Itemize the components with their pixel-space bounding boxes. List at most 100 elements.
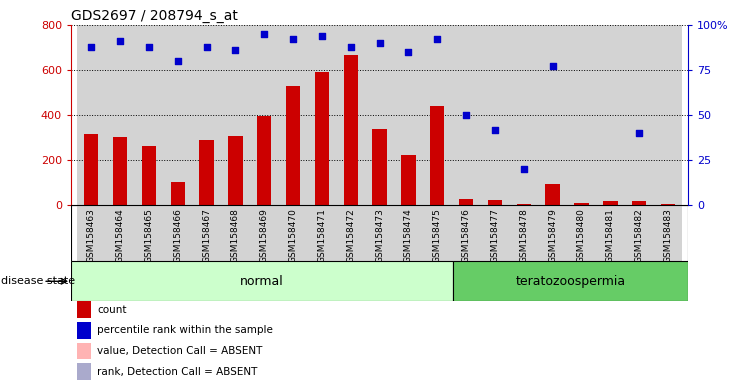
Bar: [307, 205, 337, 261]
Bar: [596, 25, 625, 205]
Bar: [71, 261, 453, 301]
Bar: [105, 205, 135, 261]
Text: GSM158465: GSM158465: [144, 208, 153, 263]
Bar: [250, 205, 279, 261]
Bar: [452, 25, 480, 205]
Bar: [423, 25, 452, 205]
Point: [316, 33, 328, 39]
Bar: [365, 25, 394, 205]
Bar: [394, 25, 423, 205]
Bar: [459, 199, 473, 205]
Point: [143, 43, 155, 50]
Text: GSM158480: GSM158480: [577, 208, 586, 263]
Text: GSM158463: GSM158463: [87, 208, 96, 263]
Text: normal: normal: [240, 275, 284, 288]
Text: count: count: [97, 305, 126, 315]
Point: [547, 63, 559, 70]
Bar: [488, 200, 502, 205]
Point: [172, 58, 184, 64]
Bar: [654, 25, 682, 205]
Text: GSM158483: GSM158483: [663, 208, 672, 263]
Bar: [365, 205, 394, 261]
Bar: [250, 25, 279, 205]
Bar: [171, 182, 185, 205]
Bar: [625, 205, 654, 261]
Text: GSM158468: GSM158468: [231, 208, 240, 263]
Point: [518, 166, 530, 172]
Text: GSM158476: GSM158476: [462, 208, 470, 263]
Text: rank, Detection Call = ABSENT: rank, Detection Call = ABSENT: [97, 367, 257, 377]
Bar: [632, 201, 646, 205]
Bar: [660, 204, 675, 205]
Bar: [337, 205, 365, 261]
Point: [432, 36, 444, 43]
Bar: [373, 129, 387, 205]
Point: [200, 43, 212, 50]
Bar: [539, 205, 567, 261]
Point: [85, 43, 97, 50]
Text: GSM158475: GSM158475: [433, 208, 442, 263]
Bar: [221, 205, 250, 261]
Point: [345, 43, 357, 50]
Bar: [77, 322, 91, 339]
Bar: [77, 343, 91, 359]
Bar: [603, 201, 618, 205]
Bar: [509, 25, 539, 205]
Bar: [135, 25, 163, 205]
Bar: [545, 184, 560, 205]
Text: GSM158466: GSM158466: [174, 208, 183, 263]
Point: [374, 40, 386, 46]
Text: GSM158482: GSM158482: [634, 208, 643, 263]
Text: GSM158464: GSM158464: [116, 208, 125, 263]
Bar: [163, 205, 192, 261]
Bar: [596, 205, 625, 261]
Text: GSM158472: GSM158472: [346, 208, 355, 263]
Text: GDS2697 / 208794_s_at: GDS2697 / 208794_s_at: [71, 8, 238, 23]
Bar: [567, 205, 596, 261]
Bar: [539, 25, 567, 205]
Bar: [257, 116, 272, 205]
Text: percentile rank within the sample: percentile rank within the sample: [97, 325, 273, 335]
Text: GSM158478: GSM158478: [519, 208, 528, 263]
Point: [287, 36, 299, 43]
Bar: [423, 205, 452, 261]
Text: GSM158481: GSM158481: [606, 208, 615, 263]
Bar: [286, 86, 300, 205]
Bar: [163, 25, 192, 205]
Bar: [84, 134, 99, 205]
Bar: [77, 363, 91, 380]
Bar: [192, 25, 221, 205]
Bar: [279, 205, 307, 261]
Text: GSM158469: GSM158469: [260, 208, 269, 263]
Point: [633, 130, 645, 136]
Bar: [453, 261, 688, 301]
Bar: [105, 25, 135, 205]
Bar: [625, 25, 654, 205]
Text: disease state: disease state: [1, 276, 76, 286]
Bar: [77, 301, 91, 318]
Bar: [394, 205, 423, 261]
Bar: [401, 155, 416, 205]
Point: [489, 127, 501, 133]
Point: [402, 49, 414, 55]
Bar: [307, 25, 337, 205]
Text: value, Detection Call = ABSENT: value, Detection Call = ABSENT: [97, 346, 263, 356]
Bar: [77, 25, 105, 205]
Point: [460, 112, 472, 118]
Text: GSM158477: GSM158477: [491, 208, 500, 263]
Bar: [200, 140, 214, 205]
Point: [258, 31, 270, 37]
Bar: [480, 205, 509, 261]
Text: GSM158474: GSM158474: [404, 208, 413, 263]
Bar: [113, 137, 127, 205]
Text: GSM158479: GSM158479: [548, 208, 557, 263]
Bar: [509, 205, 539, 261]
Bar: [430, 106, 444, 205]
Text: GSM158471: GSM158471: [317, 208, 326, 263]
Bar: [343, 55, 358, 205]
Bar: [654, 205, 682, 261]
Text: GSM158467: GSM158467: [202, 208, 211, 263]
Bar: [228, 136, 242, 205]
Bar: [480, 25, 509, 205]
Text: teratozoospermia: teratozoospermia: [515, 275, 625, 288]
